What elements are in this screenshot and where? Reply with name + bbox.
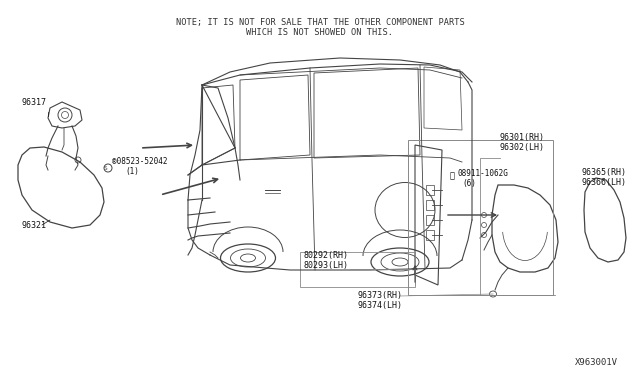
Text: ®08523-52042: ®08523-52042: [112, 157, 168, 166]
Text: 96366(LH): 96366(LH): [582, 178, 627, 187]
Bar: [426, 185, 434, 195]
Text: 96373(RH): 96373(RH): [358, 291, 403, 300]
Text: (1): (1): [125, 167, 139, 176]
Text: NOTE; IT IS NOT FOR SALE THAT THE OTHER COMPONENT PARTS: NOTE; IT IS NOT FOR SALE THAT THE OTHER …: [175, 18, 465, 27]
Text: Ⓝ: Ⓝ: [450, 171, 455, 180]
Text: 96301(RH): 96301(RH): [500, 133, 545, 142]
Bar: [426, 230, 434, 240]
Text: 80292(RH): 80292(RH): [304, 251, 349, 260]
Text: WHICH IS NOT SHOWED ON THIS.: WHICH IS NOT SHOWED ON THIS.: [246, 28, 394, 37]
Text: 08911-1062G: 08911-1062G: [458, 169, 509, 178]
Text: 96302(LH): 96302(LH): [500, 143, 545, 152]
Bar: [408, 140, 553, 295]
Text: 80293(LH): 80293(LH): [304, 261, 349, 270]
Text: 96365(RH): 96365(RH): [582, 168, 627, 177]
Text: 96374(LH): 96374(LH): [358, 301, 403, 310]
Text: (6): (6): [462, 179, 476, 188]
Bar: [426, 200, 434, 210]
Text: X963001V: X963001V: [575, 358, 618, 367]
Text: 96317: 96317: [22, 98, 47, 107]
Text: 96321: 96321: [22, 221, 47, 230]
Bar: [426, 215, 434, 225]
Text: S: S: [104, 166, 108, 170]
Bar: [300, 252, 415, 287]
